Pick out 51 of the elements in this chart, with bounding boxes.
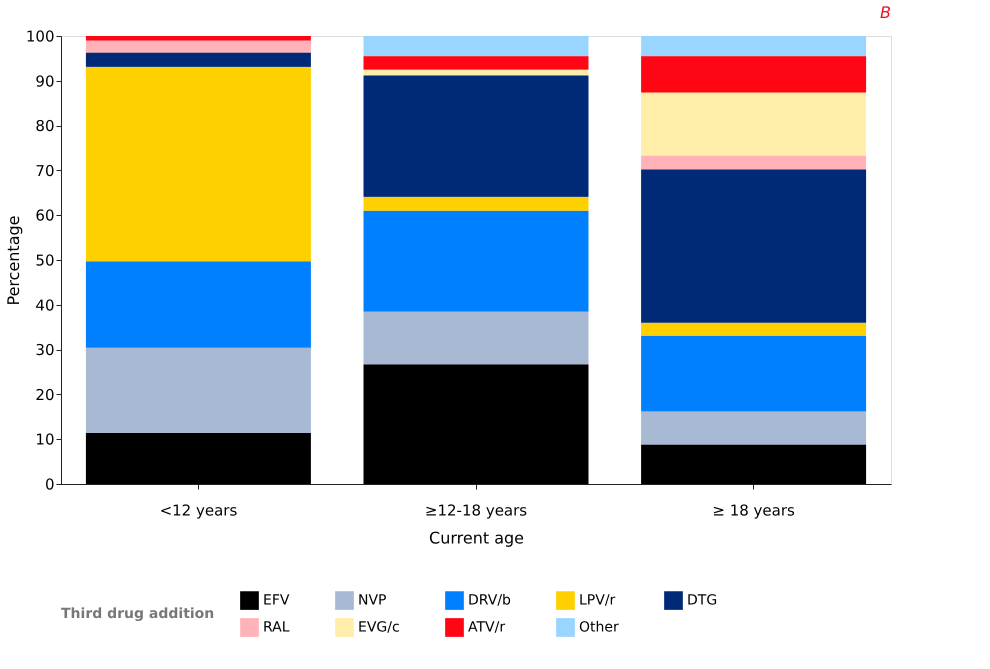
legend-label: NVP bbox=[358, 592, 386, 609]
legend-label: EVG/c bbox=[358, 620, 400, 636]
bar bbox=[86, 348, 311, 433]
bar bbox=[86, 66, 311, 262]
bar bbox=[364, 210, 588, 312]
bar bbox=[641, 444, 866, 484]
bar bbox=[364, 36, 588, 56]
bar bbox=[641, 170, 866, 323]
bar bbox=[364, 70, 588, 76]
legend-label: DRV/b bbox=[468, 592, 512, 609]
legend-label: LPV/r bbox=[579, 592, 616, 609]
chart-title: B bbox=[880, 3, 891, 22]
bar bbox=[641, 92, 866, 156]
y-tick-label: 50 bbox=[35, 252, 54, 270]
x-axis-title: Current age bbox=[429, 528, 524, 548]
y-tick-label: 20 bbox=[35, 386, 54, 404]
x-tick-label: <12 years bbox=[160, 502, 238, 520]
bar bbox=[86, 432, 311, 484]
bar bbox=[364, 364, 588, 484]
bar bbox=[364, 75, 588, 197]
y-tick-label: 100 bbox=[26, 28, 54, 46]
bar bbox=[86, 36, 311, 40]
y-tick-label: 0 bbox=[44, 476, 54, 494]
y-tick-label: 70 bbox=[35, 162, 54, 180]
legend-label: ATV/r bbox=[468, 620, 506, 636]
y-tick-label: 60 bbox=[35, 206, 54, 225]
legend-label: RAL bbox=[263, 620, 290, 636]
bar bbox=[641, 56, 866, 92]
bar bbox=[641, 411, 866, 445]
y-axis-title: Percentage bbox=[4, 215, 23, 306]
bar bbox=[86, 261, 311, 348]
x-tick-label: ≥ 18 years bbox=[712, 502, 796, 520]
bar bbox=[86, 40, 311, 53]
y-tick-label: 10 bbox=[35, 430, 54, 449]
y-tick-label: 90 bbox=[35, 72, 54, 90]
bar bbox=[364, 56, 588, 70]
y-tick-label: 80 bbox=[35, 117, 54, 136]
legend-label: DTG bbox=[687, 592, 718, 609]
bar bbox=[641, 156, 866, 170]
bar bbox=[86, 52, 311, 67]
bar bbox=[641, 36, 866, 56]
bar bbox=[641, 336, 866, 412]
y-tick-label: 30 bbox=[35, 341, 54, 360]
legend-label: EFV bbox=[263, 592, 290, 609]
legend-title: Third drug addition bbox=[61, 606, 214, 622]
legend-label: Other bbox=[579, 620, 619, 636]
bar bbox=[364, 196, 588, 211]
x-tick-label: ≥12-18 years bbox=[424, 502, 528, 520]
bar bbox=[364, 312, 588, 364]
y-tick-label: 40 bbox=[35, 296, 54, 314]
bar bbox=[641, 322, 866, 336]
